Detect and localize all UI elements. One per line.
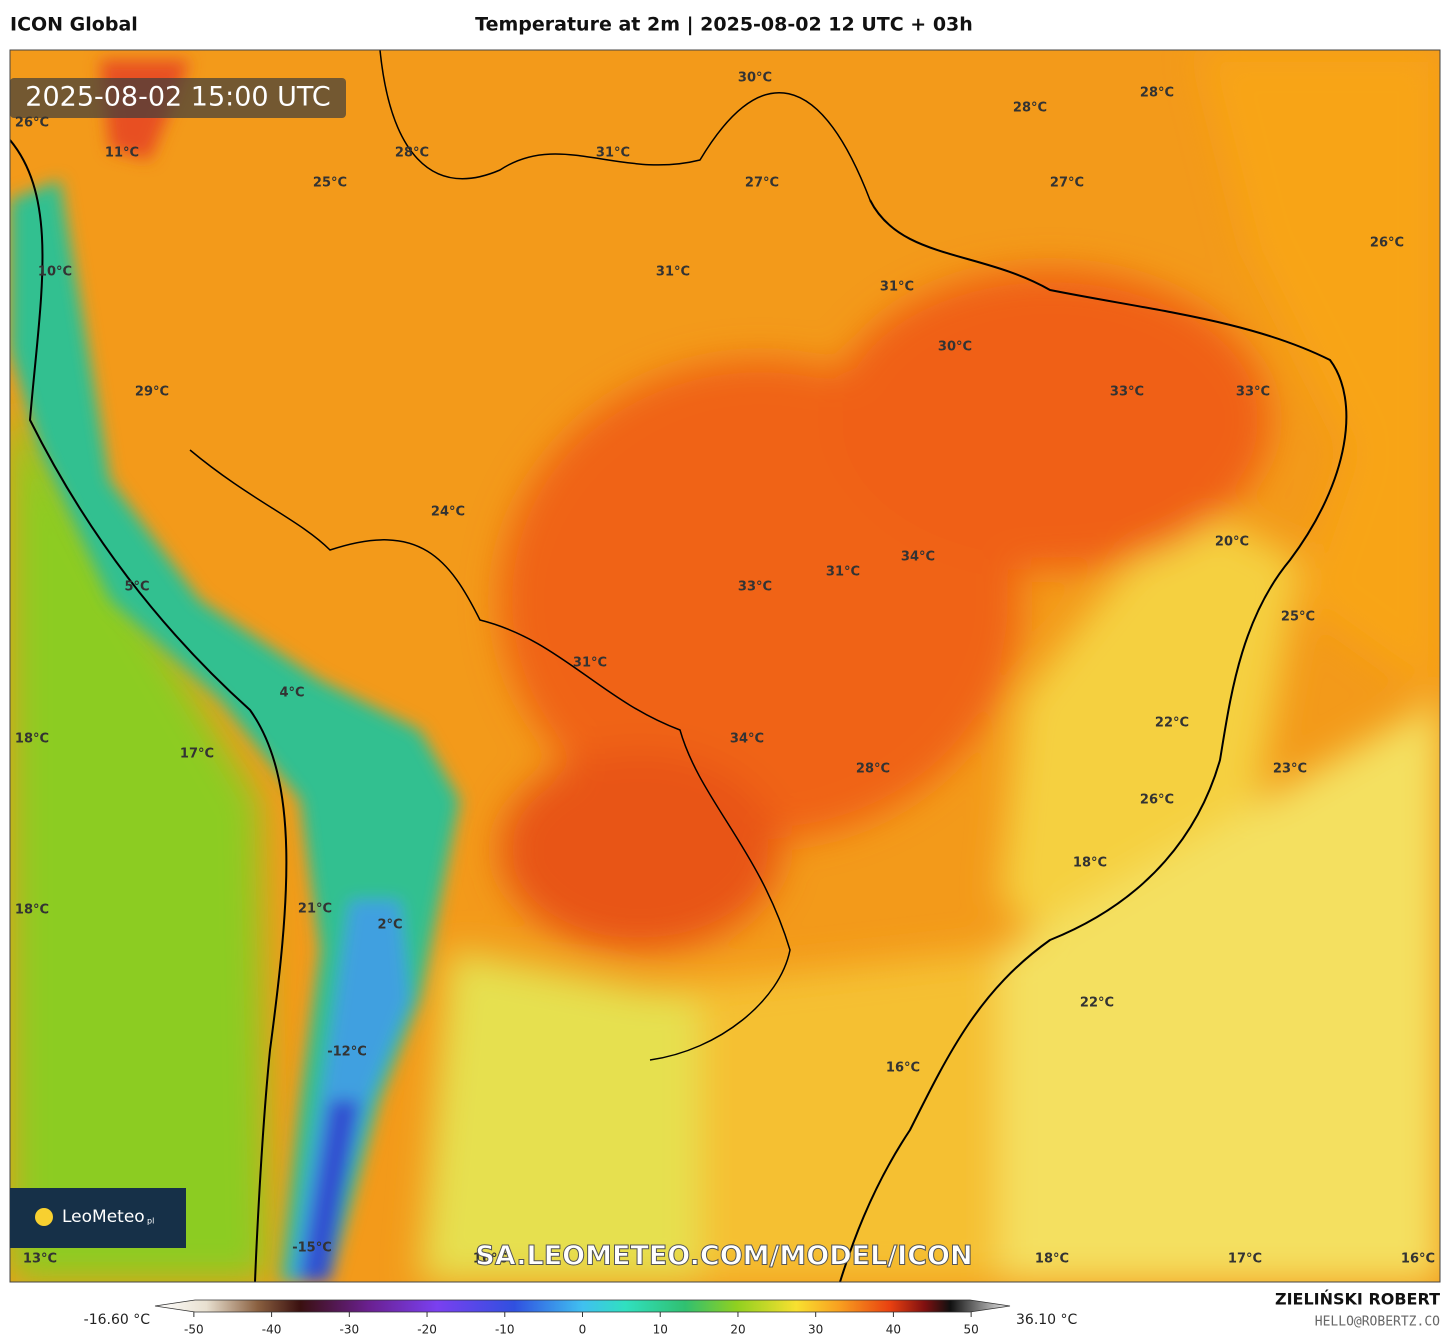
- timestamp-box: [10, 78, 346, 118]
- temperature-label: 31°C: [826, 565, 860, 580]
- temperature-label: 33°C: [1236, 385, 1270, 400]
- temperature-label: 16°C: [886, 1061, 920, 1076]
- colorbar-tick-label: 30: [808, 1323, 823, 1337]
- temperature-label: 10°C: [38, 265, 72, 280]
- map-labels: 30°C 28°C 28°C 26°C 11°C 31°C 28°C 25°C 27°C 27°C…: [15, 71, 1435, 1267]
- temperature-field: [10, 50, 1440, 1282]
- colorbar-tick-label: -20: [417, 1323, 437, 1337]
- temperature-label: 33°C: [738, 580, 772, 595]
- temperature-label: 31°C: [880, 280, 914, 295]
- temperature-label: 2°C: [377, 918, 402, 933]
- temperature-label: 18°C: [1035, 1252, 1069, 1267]
- colorbar: [154, 1299, 1011, 1313]
- temperature-label: 31°C: [656, 265, 690, 280]
- temperature-label: 27°C: [1050, 176, 1084, 191]
- temperature-label: 22°C: [1080, 996, 1114, 1011]
- email: HELLO@ROBERTZ.CO: [1315, 1315, 1440, 1330]
- temperature-label: 28°C: [1140, 86, 1174, 101]
- temperature-label: 4°C: [279, 686, 304, 701]
- temperature-label: 21°C: [298, 902, 332, 917]
- temperature-label: 34°C: [901, 550, 935, 565]
- colorbar-tick-label: -30: [340, 1323, 360, 1337]
- colorbar-tick-label: 20: [730, 1323, 745, 1337]
- temperature-label: -15°C: [292, 1241, 332, 1256]
- logo-suffix: pl: [147, 1217, 154, 1226]
- temperature-label: 27°C: [745, 176, 779, 191]
- temperature-label: 16°C: [473, 1252, 507, 1267]
- map-title: Temperature at 2m | 2025-08-02 12 UTC + …: [475, 14, 973, 36]
- temperature-label: 26°C: [1370, 236, 1404, 251]
- temperature-label: 26°C: [15, 116, 49, 131]
- temperature-label: 5°C: [124, 580, 149, 595]
- temperature-label: 30°C: [738, 71, 772, 86]
- map-frame: [9, 49, 1441, 1283]
- temperature-label: 25°C: [1281, 610, 1315, 625]
- temperature-label: 33°C: [1110, 385, 1144, 400]
- colorbar-ticks: -50 -40 -30 -20 -10 0 10 20 30 40 50: [184, 1312, 979, 1337]
- temperature-label: 22°C: [1155, 716, 1189, 731]
- temperature-label: 18°C: [15, 732, 49, 747]
- temperature-label: 17°C: [180, 747, 214, 762]
- timestamp: 2025-08-02 15:00 UTC: [25, 82, 330, 113]
- temperature-label: 16°C: [1401, 1252, 1435, 1267]
- temperature-label: 13°C: [23, 1252, 57, 1267]
- temperature-label: 28°C: [1013, 101, 1047, 116]
- temperature-label: 31°C: [573, 656, 607, 671]
- colorbar-min: -16.60 °C: [84, 1312, 151, 1328]
- colorbar-tick-label: 10: [653, 1323, 668, 1337]
- colorbar-tick-label: -50: [184, 1323, 204, 1337]
- temperature-label: 18°C: [1073, 856, 1107, 871]
- temperature-label: 24°C: [431, 505, 465, 520]
- temperature-label: 34°C: [730, 732, 764, 747]
- colorbar-tick-label: 40: [886, 1323, 901, 1337]
- temperature-label: 25°C: [313, 176, 347, 191]
- temperature-label: -12°C: [327, 1045, 367, 1060]
- borders: [189, 50, 871, 1061]
- temperature-label: 17°C: [1228, 1252, 1262, 1267]
- temperature-label: 29°C: [135, 385, 169, 400]
- watermark: SA.LEOMETEO.COM/MODEL/ICON: [475, 1241, 972, 1272]
- logo-name: LeoMeteo: [62, 1207, 145, 1227]
- author: ZIELIŃSKI ROBERT: [1275, 1290, 1440, 1309]
- temperature-label: 31°C: [596, 146, 630, 161]
- model-name: ICON Global: [10, 14, 138, 36]
- temperature-label: 26°C: [1140, 793, 1174, 808]
- temperature-label: 28°C: [395, 146, 429, 161]
- temperature-label: 30°C: [938, 340, 972, 355]
- colorbar-max: 36.10 °C: [1016, 1312, 1078, 1328]
- temperature-label: 20°C: [1215, 535, 1249, 550]
- temperature-label: 28°C: [856, 762, 890, 777]
- logo-sun: [35, 1208, 53, 1226]
- coastline: [10, 139, 1348, 1282]
- temperature-label: 18°C: [15, 903, 49, 918]
- colorbar-tick-label: 0: [579, 1323, 587, 1337]
- colorbar-tick-label: -10: [495, 1323, 515, 1337]
- colorbar-tick-label: 50: [963, 1323, 978, 1337]
- temperature-label: 11°C: [105, 146, 139, 161]
- colorbar-tick-label: -40: [262, 1323, 282, 1337]
- temperature-label: 23°C: [1273, 762, 1307, 777]
